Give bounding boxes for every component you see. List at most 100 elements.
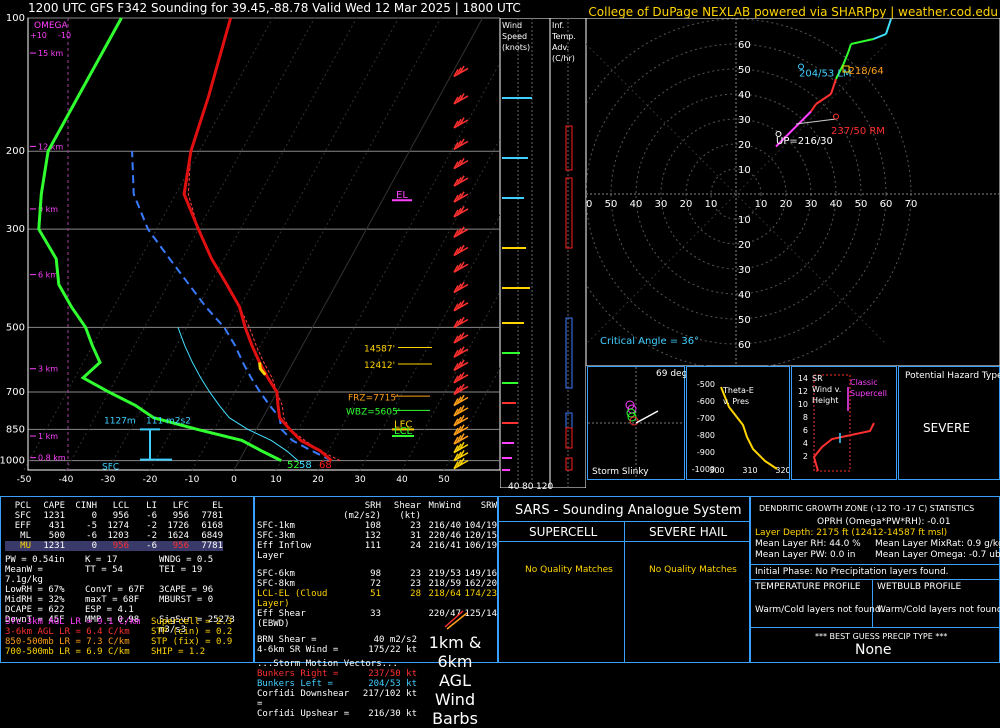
parcel-header: LFC: [172, 501, 189, 511]
wind-barb-210: [453, 157, 469, 170]
inf-panel-frame: [550, 18, 586, 488]
barb-flag: [453, 285, 459, 293]
slinky-label: Storm Slinky: [592, 467, 649, 477]
kinematics-cell: 162/20: [464, 579, 497, 589]
isotherm--10: [191, 17, 442, 471]
hazard-value: SEVERE: [923, 421, 970, 435]
hazard-panel: Potential Hazard Type SEVERE: [898, 366, 1000, 480]
wind-panel-frame: [500, 18, 550, 488]
parcel-trace: [131, 151, 333, 462]
composite-index: Supercell = 2.3: [151, 617, 233, 627]
wind-barb-960: [453, 450, 469, 462]
sr-wind-legend: Classic Supercell: [850, 378, 888, 398]
inf-temp-title: Inf. Temp. Adv.(C/hr): [552, 21, 576, 63]
temp-tick-0: 0: [231, 475, 237, 485]
dgz-omega: Mean Layer Omega: -0.7 ub/s: [875, 550, 1000, 560]
parcel-header-row: PCL CAPE CINH LCL LI LFC EL: [5, 501, 223, 511]
barb-flag: [453, 161, 459, 169]
hodo-y-up-20: 20: [738, 140, 751, 151]
inf-adv-seg-5: [565, 457, 573, 471]
wind-barb-680: [453, 383, 469, 396]
slinky-circle-2: [626, 408, 636, 418]
barb-flag: [456, 396, 462, 405]
index-cell: DownT = 45F: [5, 615, 65, 625]
dgz-rh: Mean Layer RH: 44.0 %: [755, 539, 861, 549]
kinematics-cell: 216/41: [428, 541, 461, 551]
barb-flag: [456, 67, 462, 76]
slinky-angle: 69 deg: [656, 369, 688, 379]
hodo-y-down-60: 60: [738, 340, 751, 351]
hodo-y-down-30: 30: [738, 265, 751, 276]
lapse-rate: 3-6km AGL LR = 6.4 C/km: [5, 627, 130, 637]
barb-flag: [459, 414, 465, 423]
barb-flag: [456, 318, 462, 327]
barb-flag: [456, 159, 462, 168]
kinematics-cell: BRN Shear =: [257, 635, 317, 645]
inf-adv-seg-4: [565, 427, 573, 449]
barb-flag: [456, 443, 462, 452]
temp-tick--10: -10: [185, 475, 200, 485]
wind-barb-130: [453, 65, 469, 78]
barb-flag: [459, 316, 465, 325]
sars-hail-title: SEVERE HAIL: [649, 525, 728, 539]
hodo-x-right-10: 10: [755, 199, 768, 210]
index-cell: K = 17: [85, 555, 118, 565]
hodo-ring-10: [710, 168, 762, 220]
wind-barb-840: [453, 424, 469, 436]
index-cell: DCAPE = 622: [5, 605, 65, 615]
kinematics-cell: [381, 609, 421, 629]
hodo-seg-10: [873, 33, 887, 40]
isotherm-10: [275, 61, 500, 471]
parcel-table: PCL CAPE CINH LCL LI LFC EL SFC 1231 0 956 -6 956 778…: [5, 501, 223, 551]
parcel-cell: 956: [172, 511, 189, 521]
temperature-trace: [182, 17, 333, 462]
inf-adv-seg-0: [565, 125, 573, 171]
barb-flag: [456, 263, 462, 271]
barb-flag: [453, 408, 459, 417]
pressure-tick-1000: 1000: [0, 456, 25, 467]
pressure-tick-100: 100: [6, 14, 25, 24]
lcl-label: LCL: [394, 426, 413, 437]
wind-barb-720: [453, 394, 469, 407]
hodo-diag-2: [586, 43, 887, 345]
pressure-tick-850: 850: [6, 424, 25, 435]
barb-flag: [453, 398, 459, 406]
el-label: EL: [396, 190, 408, 201]
index-cell: 3CAPE = 96: [159, 585, 214, 595]
dgz-temp-profile-title: TEMPERATURE PROFILE: [755, 582, 861, 592]
barb-legend-icon: [444, 610, 468, 630]
index-cell: [159, 605, 259, 615]
barb-flag: [456, 406, 462, 415]
temp-tick--20: -20: [143, 475, 158, 485]
theta-e-xtick-1: 310: [742, 466, 757, 475]
sfc-dewpoint-label: 52: [287, 460, 300, 471]
sr-wind-ytick-6: 2: [803, 452, 808, 461]
parcel-panel: PCL CAPE CINH LCL LI LFC EL SFC 1231 0 956 -6 956 778…: [0, 496, 254, 663]
hodo-x-left-50: 50: [605, 199, 618, 210]
mean-wind-label: 218/64: [849, 66, 884, 77]
hazard-title: Potential Hazard Type: [905, 371, 1000, 381]
wind-barb-760: [453, 405, 469, 417]
parcel-cell: 1726: [167, 521, 189, 531]
kinematics-cell: 218/59: [428, 579, 461, 589]
kinematics-cell: 4-6km SR Wind =: [257, 645, 339, 655]
parcel-header: CAPE: [43, 501, 65, 511]
barb-flag: [453, 453, 459, 462]
wind-barb-330: [453, 244, 469, 257]
km-label-0: 15 km: [38, 49, 63, 58]
index-row: DCAPE = 622 ESP = 4.1: [5, 605, 259, 615]
parcel-cell: -2: [146, 521, 157, 531]
barb-legend-shaft-2: [444, 610, 464, 628]
barb-flag: [459, 450, 465, 458]
parcel-cell: 1231: [43, 541, 65, 551]
sars-supercell-match: No Quality Matches: [525, 565, 613, 575]
index-row: LowRH = 67% ConvT = 67F 3CAPE = 96: [5, 585, 259, 595]
wind-barb-270: [453, 206, 469, 218]
hodo-frame: [586, 18, 1000, 366]
index-cell: PW = 0.54in: [5, 555, 65, 565]
barb-flag: [459, 138, 465, 147]
parcel-cell: 1624: [167, 531, 189, 541]
dgz-oprh: OPRH (Omega*PW*RH): -0.01: [817, 517, 951, 527]
parcel-header: LCL: [112, 501, 129, 511]
barb-flag: [456, 246, 462, 255]
